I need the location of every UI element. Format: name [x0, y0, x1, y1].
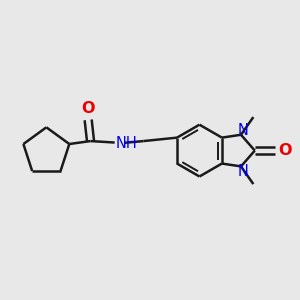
Text: NH: NH — [116, 136, 138, 151]
Text: N: N — [237, 123, 248, 138]
Text: N: N — [237, 164, 248, 178]
Text: O: O — [279, 143, 292, 158]
Text: O: O — [81, 101, 95, 116]
